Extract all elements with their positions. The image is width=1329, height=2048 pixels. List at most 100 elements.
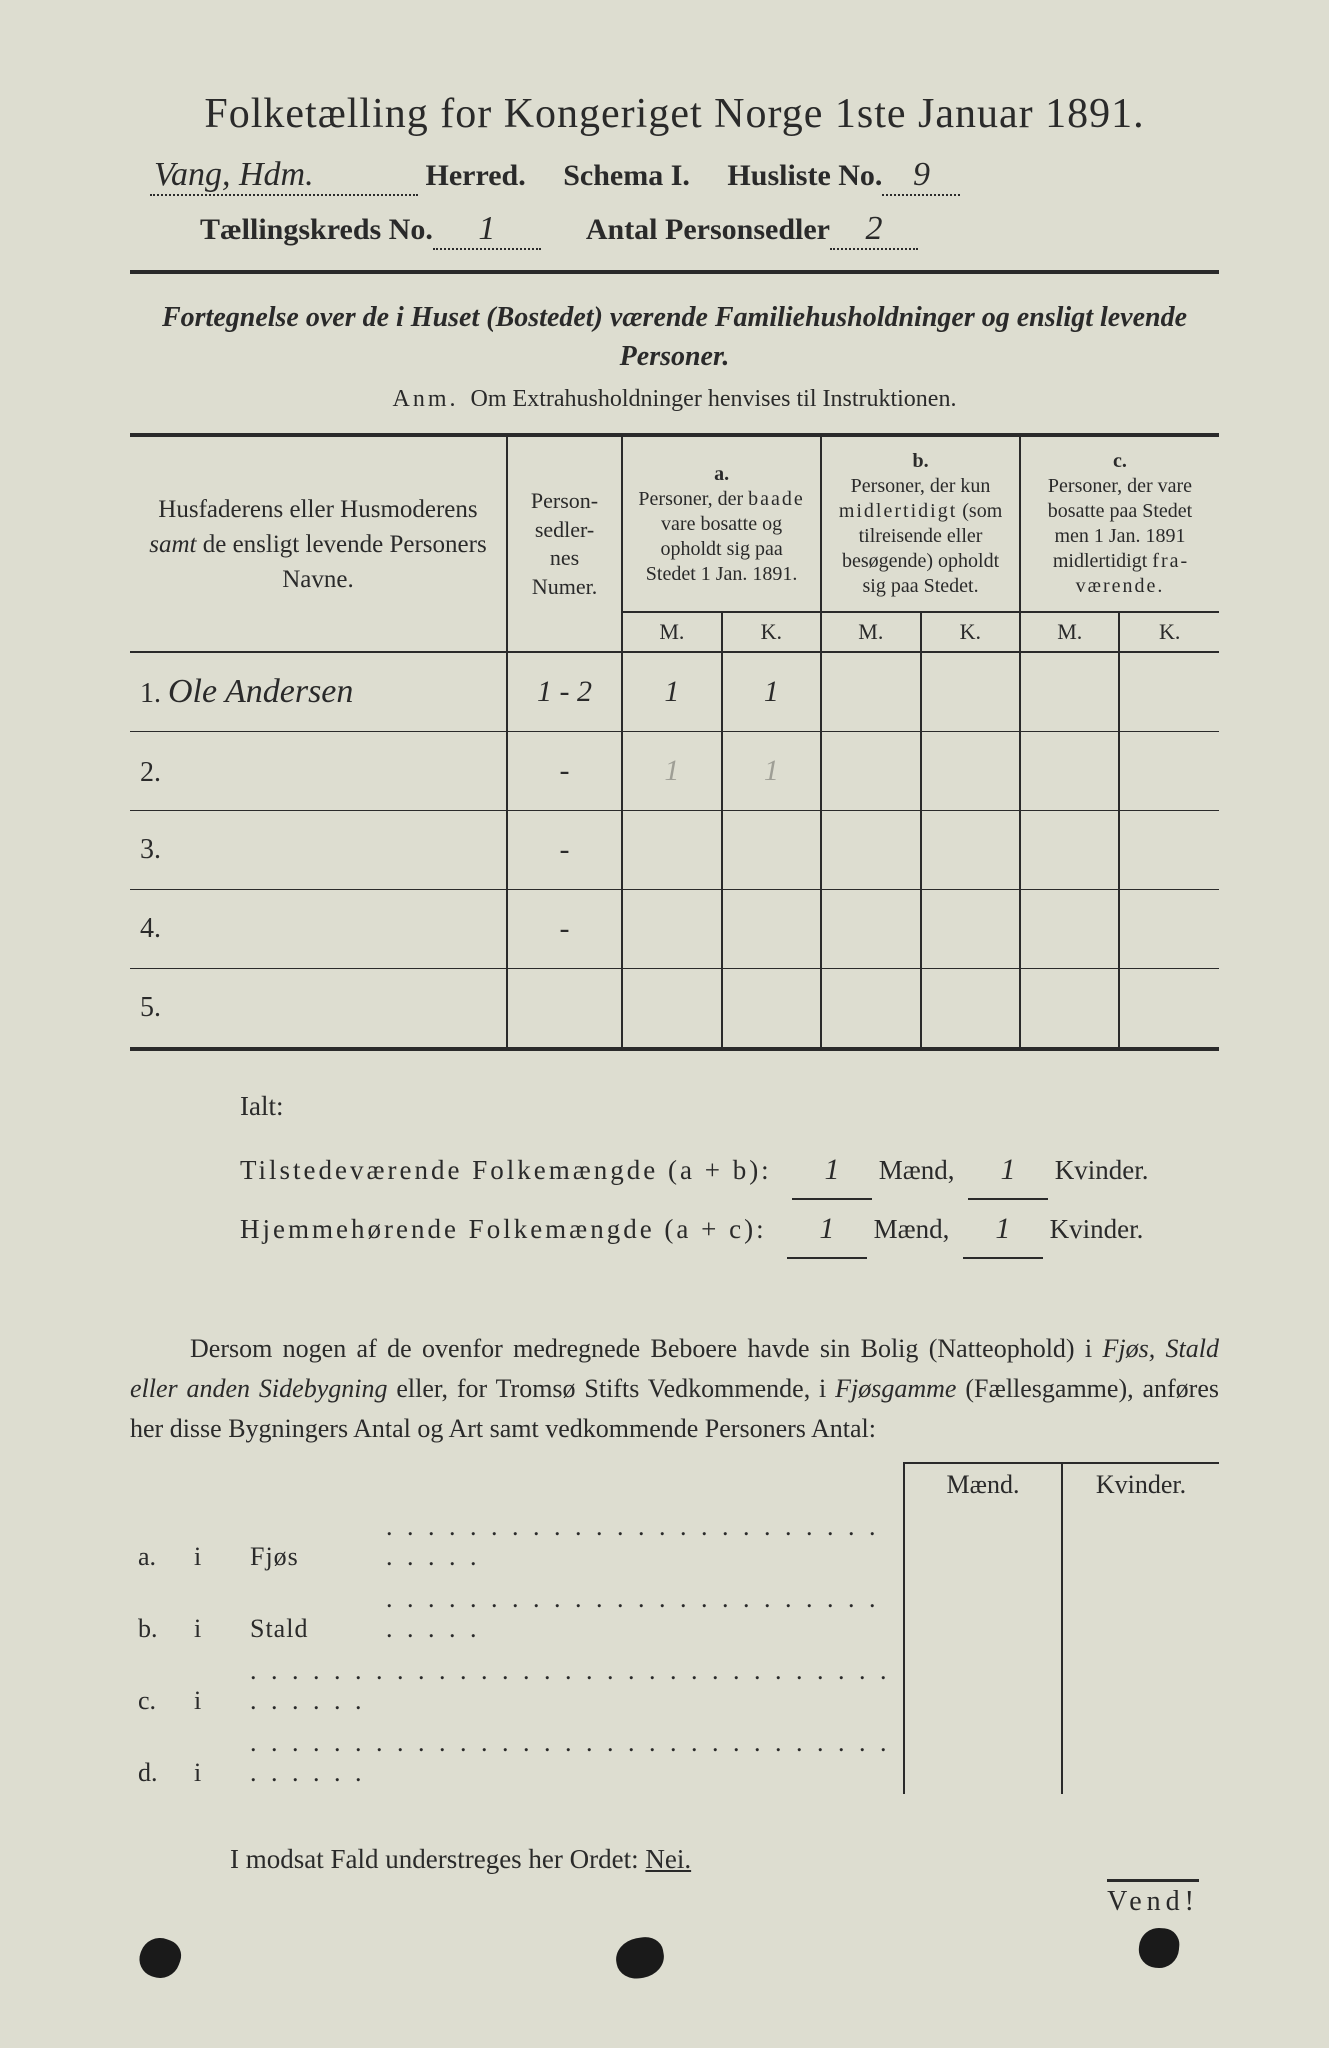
b-row-type: Stald — [242, 1578, 378, 1650]
summary-line2-label: Hjemmehørende Folkemængde (a + c): — [240, 1214, 767, 1244]
col-b-m: M. — [821, 612, 920, 652]
cell-num: 1 - 2 — [507, 652, 622, 732]
dots: . . . . . . . . . . . . . . . . . . . . … — [250, 1728, 891, 1787]
col-a-m: M. — [622, 612, 721, 652]
cell-cM — [1020, 652, 1119, 732]
col-a-k: K. — [722, 612, 821, 652]
table-row: 2. - 1 1 — [130, 732, 1219, 811]
b-k-cell — [1062, 1722, 1219, 1794]
b-row-letter: c. — [130, 1650, 186, 1722]
maend-label: Mænd, — [874, 1214, 950, 1244]
cell-aM: 1 — [622, 732, 721, 811]
summary-l1-k: 1 — [968, 1141, 1048, 1200]
cell-aK: 1 — [722, 652, 821, 732]
cell-cM — [1020, 732, 1119, 811]
summary-line-1: Tilstedeværende Folkemængde (a + b): 1 M… — [240, 1141, 1219, 1200]
cell-aM — [622, 890, 721, 969]
ialt-label: Ialt: — [240, 1081, 1219, 1132]
cell-bM — [821, 890, 920, 969]
inkblot-icon — [613, 1934, 667, 1982]
table-row: 3. - — [130, 811, 1219, 890]
col-c-m: M. — [1020, 612, 1119, 652]
buildings-table: Mænd. Kvinder. a. i Fjøs . . . . . . . .… — [130, 1462, 1219, 1794]
b-m-cell — [904, 1650, 1062, 1722]
page-title: Folketælling for Kongeriget Norge 1ste J… — [130, 90, 1219, 138]
kvinder-label: Kvinder. — [1055, 1155, 1149, 1185]
household-table: Husfaderens eller Husmode­rens samt de e… — [130, 433, 1219, 1051]
cell-bK — [921, 732, 1020, 811]
herred-label: Herred. — [426, 159, 526, 192]
nei-pre: I modsat Fald understreges her Ordet: — [230, 1844, 645, 1874]
summary-l1-m: 1 — [792, 1141, 872, 1200]
cell-aM — [622, 811, 721, 890]
b-row-i: i — [186, 1722, 242, 1794]
maend-label: Mænd, — [879, 1155, 955, 1185]
husliste-no: 9 — [882, 156, 960, 196]
b-row-type: Fjøs — [242, 1506, 378, 1578]
cell-bM — [821, 969, 920, 1050]
cell-cK — [1119, 969, 1219, 1050]
row-num: 5. — [140, 992, 161, 1023]
census-form-page: Folketælling for Kongeriget Norge 1ste J… — [0, 0, 1329, 2048]
vend-label: Vend! — [1107, 1879, 1199, 1918]
summary-l2-k: 1 — [963, 1200, 1043, 1259]
summary-l2-m: 1 — [787, 1200, 867, 1259]
para-em2: Fjøsgamme — [835, 1374, 956, 1403]
table-row: 5. — [130, 969, 1219, 1050]
schema-label: Schema I. — [563, 159, 690, 192]
inkblot-icon — [134, 1932, 185, 1983]
b-row-i: i — [186, 1650, 242, 1722]
summary-line-2: Hjemmehørende Folkemængde (a + c): 1 Mæn… — [240, 1200, 1219, 1259]
cell-num: - — [507, 732, 622, 811]
summary-block: Ialt: Tilstedeværende Folkemængde (a + b… — [130, 1081, 1219, 1258]
cell-aK — [722, 890, 821, 969]
b-row-i: i — [186, 1578, 242, 1650]
col-name-header: Husfaderens eller Husmode­rens samt de e… — [130, 435, 507, 652]
nei-word: Nei. — [645, 1844, 691, 1874]
husliste-label: Husliste No. — [727, 159, 882, 192]
b-kvinder-header: Kvinder. — [1062, 1463, 1219, 1506]
row-name: Ole Andersen — [168, 673, 353, 710]
anm-text: Om Extrahusholdninger henvises til Instr… — [471, 386, 957, 412]
kreds-label: Tællingskreds No. — [200, 213, 433, 246]
building-row: a. i Fjøs . . . . . . . . . . . . . . . … — [130, 1506, 1219, 1578]
cell-cK — [1119, 732, 1219, 811]
subtitle: Fortegnelse over de i Huset (Bostedet) v… — [130, 298, 1219, 376]
b-k-cell — [1062, 1650, 1219, 1722]
col-b-k: K. — [921, 612, 1020, 652]
building-row: c. i . . . . . . . . . . . . . . . . . .… — [130, 1650, 1219, 1722]
cell-aK: 1 — [722, 732, 821, 811]
cell-cM — [1020, 811, 1119, 890]
nei-line: I modsat Fald understreges her Ordet: Ne… — [130, 1844, 1219, 1875]
para-t1: Dersom nogen af de ovenfor medregnede Be… — [190, 1334, 1102, 1363]
col-num-header: Person-sedler-nesNumer. — [507, 435, 622, 652]
b-row-letter: d. — [130, 1722, 186, 1794]
cell-bM — [821, 652, 920, 732]
herred-value: Vang, Hdm. — [150, 156, 418, 196]
cell-aM: 1 — [622, 652, 721, 732]
cell-cK — [1119, 652, 1219, 732]
building-row: d. i . . . . . . . . . . . . . . . . . .… — [130, 1722, 1219, 1794]
cell-bK — [921, 890, 1020, 969]
cell-num: - — [507, 890, 622, 969]
inkblot-icon — [1137, 1926, 1180, 1969]
header-line-2: Vang, Hdm. Herred. Schema I. Husliste No… — [130, 156, 1219, 196]
col-b-letter: b. — [912, 450, 928, 472]
col-c-letter: c. — [1113, 450, 1127, 472]
table-row: 1. Ole Andersen 1 - 2 1 1 — [130, 652, 1219, 732]
building-row: b. i Stald . . . . . . . . . . . . . . .… — [130, 1578, 1219, 1650]
header-line-3: Tællingskreds No.1 Antal Personsedler2 — [130, 210, 1219, 250]
cell-cK — [1119, 811, 1219, 890]
b-row-letter: b. — [130, 1578, 186, 1650]
col-a-letter: a. — [714, 463, 729, 485]
cell-bM — [821, 732, 920, 811]
col-c-header: c. Personer, der vare bosatte paa Stedet… — [1020, 435, 1219, 612]
cell-num — [507, 969, 622, 1050]
b-m-cell — [904, 1506, 1062, 1578]
row-num: 2. — [140, 757, 161, 788]
b-row-i: i — [186, 1506, 242, 1578]
col-c-k: K. — [1119, 612, 1219, 652]
cell-aK — [722, 969, 821, 1050]
cell-aM — [622, 969, 721, 1050]
para-t2: eller, for Tromsø Stifts Vedkommende, i — [387, 1374, 835, 1403]
